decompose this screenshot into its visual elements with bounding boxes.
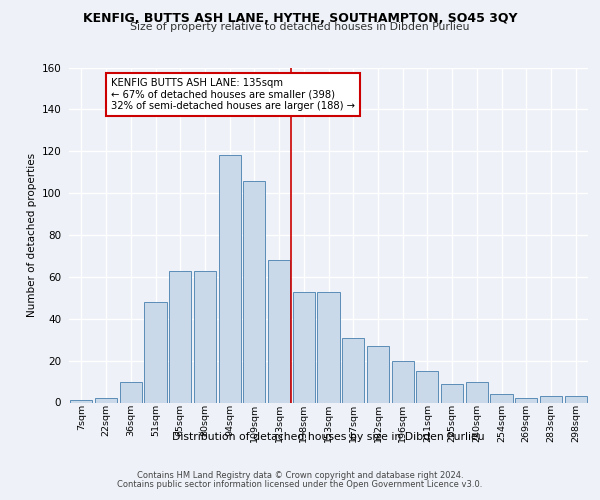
Bar xyxy=(119,382,142,402)
Text: Contains public sector information licensed under the Open Government Licence v3: Contains public sector information licen… xyxy=(118,480,482,489)
Bar xyxy=(490,394,512,402)
Bar xyxy=(367,346,389,403)
Bar xyxy=(540,396,562,402)
Text: KENFIG BUTTS ASH LANE: 135sqm
← 67% of detached houses are smaller (398)
32% of : KENFIG BUTTS ASH LANE: 135sqm ← 67% of d… xyxy=(111,78,355,111)
Bar xyxy=(145,302,167,402)
Bar xyxy=(342,338,364,402)
Bar xyxy=(466,382,488,402)
Bar xyxy=(70,400,92,402)
Bar xyxy=(416,371,439,402)
Bar xyxy=(317,292,340,403)
Text: Contains HM Land Registry data © Crown copyright and database right 2024.: Contains HM Land Registry data © Crown c… xyxy=(137,471,463,480)
Bar xyxy=(243,180,265,402)
Text: Distribution of detached houses by size in Dibden Purlieu: Distribution of detached houses by size … xyxy=(172,432,485,442)
Bar xyxy=(293,292,315,403)
Bar xyxy=(169,270,191,402)
Bar xyxy=(392,360,414,403)
Bar xyxy=(565,396,587,402)
Bar xyxy=(441,384,463,402)
Text: Size of property relative to detached houses in Dibden Purlieu: Size of property relative to detached ho… xyxy=(130,22,470,32)
Bar xyxy=(218,156,241,402)
Bar xyxy=(268,260,290,402)
Bar xyxy=(95,398,117,402)
Bar xyxy=(194,270,216,402)
Y-axis label: Number of detached properties: Number of detached properties xyxy=(28,153,37,317)
Bar xyxy=(515,398,538,402)
Text: KENFIG, BUTTS ASH LANE, HYTHE, SOUTHAMPTON, SO45 3QY: KENFIG, BUTTS ASH LANE, HYTHE, SOUTHAMPT… xyxy=(83,12,517,26)
